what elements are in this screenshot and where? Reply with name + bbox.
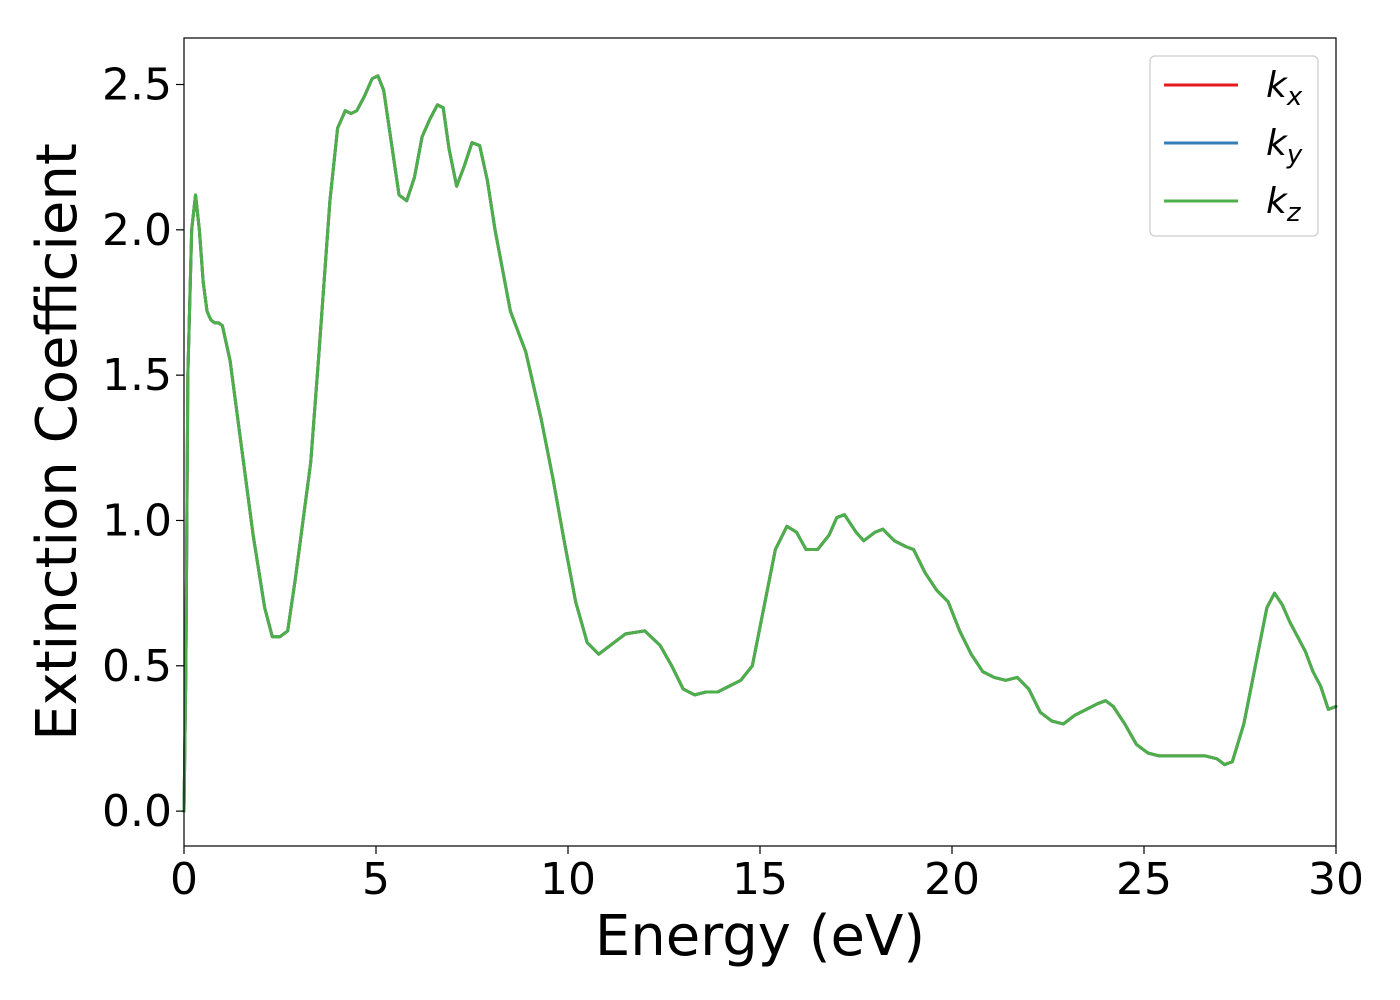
y-tick-label: 0.0 (102, 786, 172, 837)
legend-label-kz: kz (1266, 181, 1302, 228)
x-tick-label: 5 (362, 854, 390, 905)
legend-box (1149, 55, 1319, 237)
y-tick-label: 1.5 (102, 350, 172, 401)
series-line-kz (182, 74, 1338, 813)
x-tick-label: 25 (1116, 854, 1172, 905)
y-tick-label: 0.5 (102, 641, 172, 692)
y-tick-label: 2.0 (102, 205, 172, 256)
ticks-layer: 0 5 10 15 20 25 30 0.0 0.5 1.0 1.5 2.0 2.5 (102, 60, 1364, 905)
x-tick-label: 20 (924, 854, 980, 905)
x-tick-label: 15 (732, 854, 788, 905)
x-axis-label: Energy (eV) (595, 904, 925, 969)
legend: kx ky kz (1149, 55, 1319, 237)
x-tick-label: 30 (1308, 854, 1364, 905)
x-tick-label: 10 (540, 854, 596, 905)
legend-label-ky: ky (1266, 123, 1303, 170)
series-layer (182, 74, 1338, 813)
x-tick-label: 0 (170, 854, 198, 905)
y-tick-label: 2.5 (102, 60, 172, 111)
y-axis-label: Extinction Coefficient (25, 143, 90, 741)
y-tick-label: 1.0 (102, 495, 172, 546)
legend-label-kx: kx (1266, 65, 1303, 112)
